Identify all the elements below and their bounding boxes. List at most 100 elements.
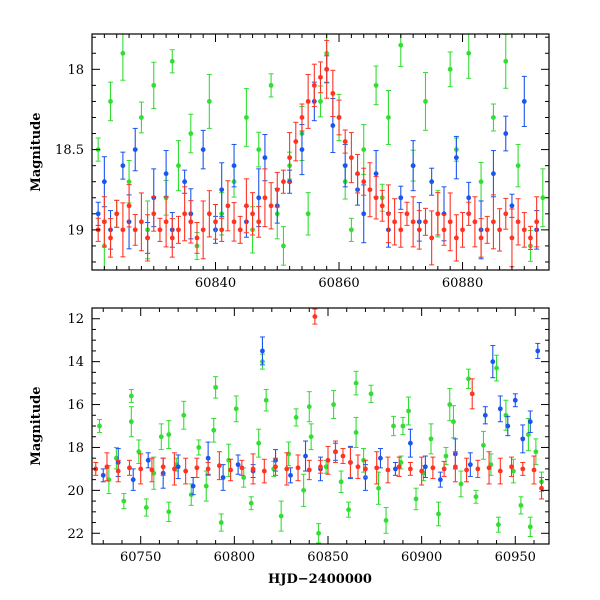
top-red-point [274,171,280,208]
top-blue-point [410,140,416,192]
top-red-point [385,184,391,244]
top-y-tick-label: 19 [67,223,84,238]
top-red-point [138,192,144,252]
bottom-x-tick-label: 60900 [401,550,442,565]
bottom-blue-point [527,410,533,433]
top-green-point [138,101,144,134]
top-red-point [348,132,354,184]
bottom-green-point [233,395,239,423]
bottom-green-point [316,523,322,544]
bottom-red-point [452,451,458,483]
top-green-point [373,65,379,106]
bottom-green-point [293,408,299,427]
bottom-red-point [149,457,155,483]
bottom-green-point [128,389,134,403]
bottom-blue-point [422,455,428,478]
top-red-point [318,61,323,94]
bottom-green-point [211,417,217,443]
bottom-blue-point [100,468,106,483]
bottom-green-point [406,396,412,426]
top-blue-point [219,162,225,218]
bottom-red-point [273,457,279,476]
bottom-x-tick-label: 60750 [120,550,161,565]
top-red-point [231,202,237,242]
bottom-red-point [306,459,312,481]
top-red-point [280,169,286,194]
top-red-point [219,217,225,242]
top-x-tick-label: 60880 [442,276,483,291]
top-data-points [95,34,546,270]
bottom-red-point [469,378,475,410]
top-red-point [478,218,484,258]
bottom-green-point [308,423,314,451]
top-blue-point [503,115,509,152]
bottom-red-point [295,454,301,482]
top-green-point [385,90,391,145]
top-red-point [324,39,330,99]
top-red-point [527,225,533,250]
top-green-point [490,103,496,132]
bottom-green-point [166,420,172,450]
bottom-ticks: 60750 60800 60850 60900 60950 12 14 16 18 20 22 [67,307,549,565]
top-blue-point [490,150,496,198]
top-green-point [503,34,509,89]
bottom-blue-point [520,424,526,454]
top-green-point [268,73,274,98]
bottom-y-tick-label: 12 [67,312,84,327]
top-red-point [472,196,478,248]
bottom-red-point [385,456,391,484]
top-x-tick-label: 60860 [318,276,359,291]
top-panel: 60840 60860 60880 18 18.5 19 Magnitude [29,33,550,291]
top-red-point [361,167,367,196]
top-red-point [182,186,188,242]
top-red-point [416,210,422,250]
top-red-point [305,73,311,129]
top-red-point [120,202,126,258]
top-red-point [336,99,342,136]
bottom-green-point [213,376,219,399]
top-green-point [108,81,114,122]
bottom-green-point [447,387,453,422]
top-green-point [120,34,126,81]
bottom-data-points [93,308,545,544]
bottom-red-point [531,455,537,485]
top-red-point [521,212,527,248]
top-green-point [206,73,212,129]
top-blue-point [231,143,237,188]
top-blue-point [429,167,435,196]
top-blue-point [120,151,126,180]
top-red-point [175,215,181,244]
bottom-green-point [96,419,102,433]
bottom-red-point [205,461,211,476]
top-red-point [157,217,163,242]
top-y-axis-label: Magnitude [29,112,44,191]
bottom-red-point [407,461,413,476]
bottom-green-point [158,423,164,451]
top-red-point [373,176,379,220]
bottom-y-tick-label: 22 [67,527,84,542]
bottom-green-point [248,496,254,511]
bottom-y-tick-label: 16 [67,398,84,413]
top-red-point [392,198,398,246]
top-red-point [268,182,274,230]
top-blue-point [521,75,527,127]
top-red-point [490,194,496,250]
bottom-green-point [301,473,307,507]
bottom-y-tick-label: 18 [67,441,84,456]
bottom-green-point [181,400,187,430]
top-green-point [422,72,428,131]
bottom-x-axis-label: HJD−2400000 [268,572,372,587]
top-green-point [256,131,262,168]
top-red-point [342,129,348,154]
bottom-red-point [138,453,144,485]
top-green-point [151,61,157,109]
bottom-green-point [353,416,359,448]
bottom-plot-frame [91,307,550,545]
bottom-red-point [228,458,234,482]
top-green-point [466,34,472,79]
top-red-point [151,195,157,232]
bottom-blue-point [303,440,309,472]
bottom-red-point [160,457,166,476]
bottom-green-point [203,470,209,502]
